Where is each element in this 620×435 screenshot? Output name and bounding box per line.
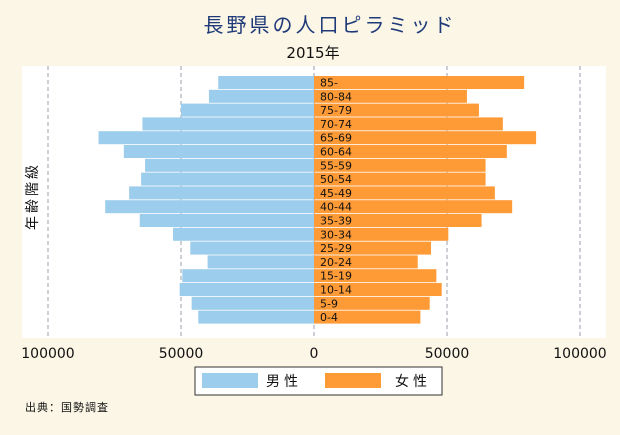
- bar-female: [314, 103, 479, 117]
- x-tick-label: 100000: [553, 346, 606, 362]
- bar-male: [123, 145, 314, 158]
- age-label: 45-49: [320, 187, 352, 200]
- bar-male: [190, 241, 314, 255]
- age-label: 35-39: [320, 215, 352, 228]
- x-tick-label: 0: [310, 346, 319, 362]
- x-tick-label: 100000: [21, 346, 74, 362]
- bar-male: [198, 310, 314, 324]
- age-label: 70-74: [320, 118, 352, 131]
- age-label: 55-59: [320, 159, 352, 172]
- bar-female: [314, 158, 486, 172]
- y-axis-label: 年齢階級: [25, 162, 41, 230]
- x-tick-label: 50000: [159, 346, 204, 362]
- legend-swatch-female: [325, 373, 381, 388]
- age-label: 5-9: [320, 297, 338, 310]
- source-note: 出典：国勢調査: [25, 400, 109, 414]
- legend-swatch-male: [202, 373, 258, 388]
- age-label: 40-44: [320, 201, 352, 214]
- bar-male: [142, 117, 314, 131]
- age-label: 15-19: [320, 270, 352, 283]
- legend-label-female: 女性: [395, 373, 431, 390]
- bar-male: [173, 227, 314, 241]
- age-label: 0-4: [320, 311, 338, 324]
- bar-male: [208, 89, 314, 103]
- bar-male: [218, 76, 314, 89]
- legend-label-male: 男性: [266, 374, 302, 390]
- bar-female: [314, 296, 430, 310]
- age-label: 85-: [320, 77, 338, 90]
- bar-female: [314, 76, 525, 89]
- age-label: 50-54: [320, 173, 352, 186]
- bar-female: [314, 200, 513, 214]
- bar-female: [314, 117, 503, 131]
- bar-female: [314, 227, 449, 241]
- x-axis-ticks: 100000 50000 0 50000 100000: [21, 346, 606, 362]
- bar-female: [314, 269, 437, 283]
- age-label: 30-34: [320, 228, 352, 241]
- x-tick-label: 50000: [425, 346, 470, 362]
- age-label: 80-84: [320, 90, 352, 103]
- chart-title: 長野県の人口ピラミッド: [204, 13, 457, 37]
- bar-male: [141, 172, 314, 186]
- age-label: 60-64: [320, 146, 352, 159]
- bar-male: [179, 283, 314, 296]
- chart-subtitle: 2015年: [286, 44, 339, 62]
- age-labels: 0-45-910-1415-1920-2425-2930-3435-3940-4…: [320, 77, 352, 325]
- bar-female: [314, 283, 442, 296]
- age-label: 65-69: [320, 132, 352, 145]
- bar-male: [207, 255, 314, 269]
- bar-female: [314, 255, 418, 269]
- bar-male: [129, 186, 314, 200]
- age-label: 10-14: [320, 284, 352, 297]
- bar-female: [314, 145, 507, 158]
- age-label: 75-79: [320, 104, 352, 117]
- age-label: 25-29: [320, 242, 352, 255]
- bar-female: [314, 310, 421, 324]
- bar-male: [98, 131, 314, 145]
- legend: 男性 女性: [194, 366, 443, 396]
- bar-female: [314, 131, 537, 145]
- bar-male: [182, 269, 314, 283]
- bar-female: [314, 172, 486, 186]
- bar-male: [145, 158, 314, 172]
- bar-female: [314, 89, 467, 103]
- bar-female: [314, 241, 432, 255]
- bar-male: [181, 103, 314, 117]
- bar-female: [314, 186, 495, 200]
- bar-male: [191, 296, 314, 310]
- bar-male: [105, 200, 314, 214]
- bar-female: [314, 214, 482, 227]
- bars: [98, 76, 537, 324]
- age-label: 20-24: [320, 256, 352, 269]
- bar-male: [139, 214, 314, 227]
